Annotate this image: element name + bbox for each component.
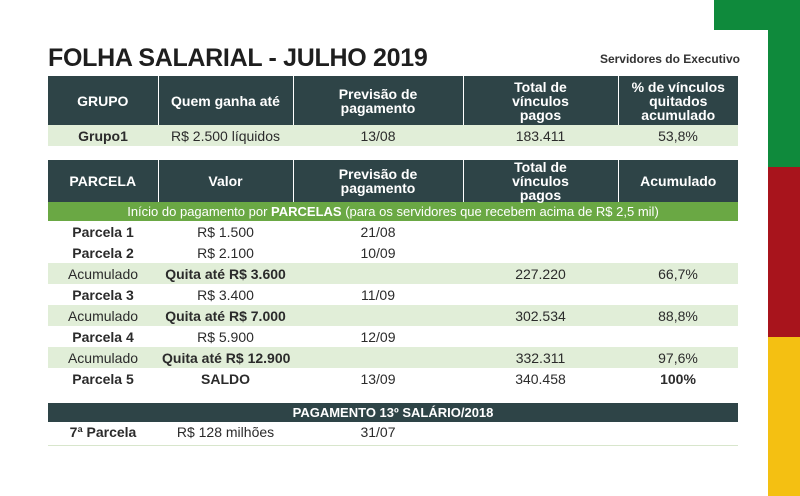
cell-acumulado [618,221,738,242]
cell-quem-ganha: R$ 2.500 líquidos [158,125,293,146]
cell-acumulado [618,422,738,442]
cell-parcela: Acumulado [48,263,158,284]
header-total-vinculos: Total de vínculos pagos [463,160,619,202]
decorative-stripe-red [768,167,800,337]
table-row: 7ª Parcela R$ 128 milhões 31/07 [48,422,738,442]
cell-acumulado: 88,8% [618,305,738,326]
header-previsao: Previsão de pagamento [293,160,464,202]
thirteenth-salary-table: PAGAMENTO 13º SALÁRIO/2018 7ª Parcela R$… [48,403,739,442]
cell-previsao: 12/09 [360,328,396,345]
cell-valor: Quita até R$ 12.900 [158,347,293,368]
cell-parcela: Parcela 5 [72,370,134,387]
cell-total [463,284,618,305]
cell-percent: 53,8% [618,125,738,146]
cell-parcela: 7ª Parcela [69,424,137,440]
cell-valor: Quita até R$ 3.600 [158,263,293,284]
table-row: Parcela 2 R$ 2.100 10/09 [48,242,738,263]
header-previsao: Previsão de pagamento [293,76,464,125]
cell-previsao: 13/08 [293,125,463,146]
installments-banner: Início do pagamento por PARCELAS (para o… [48,202,738,221]
cell-previsao [293,305,463,326]
cell-valor: SALDO [201,370,250,387]
banner-text: Início do pagamento por PARCELAS (para o… [48,202,738,221]
cell-valor: Quita até R$ 7.000 [158,305,293,326]
page-title: FOLHA SALARIAL - JULHO 2019 [48,44,428,72]
cell-parcela: Acumulado [48,305,158,326]
cell-previsao: 31/07 [360,424,396,440]
cell-total: 183.411 [463,125,618,146]
cell-acumulado [618,326,738,347]
cell-parcela: Parcela 1 [72,223,134,240]
cell-parcela: Parcela 4 [72,328,134,345]
header-13-salario: PAGAMENTO 13º SALÁRIO/2018 [48,403,739,422]
installments-table-header: PARCELA Valor Previsão de pagamento Tota… [48,160,738,202]
group-table: GRUPO Quem ganha até Previsão de pagamen… [48,76,738,146]
header-percent-quitados: % de vínculos quitados acumulado [618,76,738,125]
banner-text-bold: PARCELAS [271,204,342,219]
cell-acumulado [618,284,738,305]
table-row: Parcela 3 R$ 3.400 11/09 [48,284,738,305]
cell-previsao: 10/09 [360,244,396,261]
cell-total [463,422,618,442]
cell-valor: R$ 5.900 [197,328,254,345]
cell-total: 332.311 [463,347,618,368]
header-total-vinculos: Total de vínculos pagos [463,76,619,125]
cell-previsao: 11/09 [361,286,395,303]
table-row: Grupo1 R$ 2.500 líquidos 13/08 183.411 5… [48,125,738,146]
decorative-stripe-green [768,0,800,167]
cell-previsao: 13/09 [360,370,396,387]
header-parcela: PARCELA [48,160,159,202]
table-row: Parcela 4 R$ 5.900 12/09 [48,326,738,347]
thirteenth-salary-header: PAGAMENTO 13º SALÁRIO/2018 [48,403,739,422]
decorative-stripe-yellow [768,337,800,496]
cell-total: 340.458 [515,370,566,387]
cell-acumulado: 66,7% [618,263,738,284]
cell-total [463,326,618,347]
cell-previsao [293,263,463,284]
table-bottom-rule [48,445,738,446]
page-subtitle: Servidores do Executivo [599,52,740,66]
header-valor: Valor [158,160,294,202]
table-row-accumulated: Acumulado Quita até R$ 3.600 227.220 66,… [48,263,738,284]
cell-grupo: Grupo1 [48,125,158,146]
banner-text-after: (para os servidores que recebem acima de… [341,204,659,219]
table-row: Parcela 1 R$ 1.500 21/08 [48,221,738,242]
table-row-accumulated: Acumulado Quita até R$ 7.000 302.534 88,… [48,305,738,326]
table-row: Parcela 5 SALDO 13/09 340.458 100% [48,368,738,389]
table-row-accumulated: Acumulado Quita até R$ 12.900 332.311 97… [48,347,738,368]
cell-valor: R$ 3.400 [197,286,254,303]
banner-text-before: Início do pagamento por [127,204,272,219]
cell-total: 227.220 [463,263,618,284]
cell-valor: R$ 1.500 [197,223,254,240]
cell-acumulado: 100% [660,370,696,387]
cell-total [463,221,618,242]
cell-parcela: Parcela 3 [72,286,134,303]
cell-parcela: Acumulado [48,347,158,368]
installments-table: PARCELA Valor Previsão de pagamento Tota… [48,160,738,389]
cell-previsao: 21/08 [360,223,396,240]
cell-previsao [293,347,463,368]
header-acumulado: Acumulado [618,160,738,202]
cell-acumulado: 97,6% [618,347,738,368]
group-table-header: GRUPO Quem ganha até Previsão de pagamen… [48,76,738,125]
cell-total: 302.534 [463,305,618,326]
cell-parcela: Parcela 2 [72,244,134,261]
header-quem-ganha: Quem ganha até [158,76,294,125]
header-grupo: GRUPO [48,76,159,125]
cell-valor: R$ 2.100 [197,244,254,261]
cell-valor: R$ 128 milhões [176,424,275,440]
cell-total [463,242,618,263]
cell-acumulado [618,242,738,263]
